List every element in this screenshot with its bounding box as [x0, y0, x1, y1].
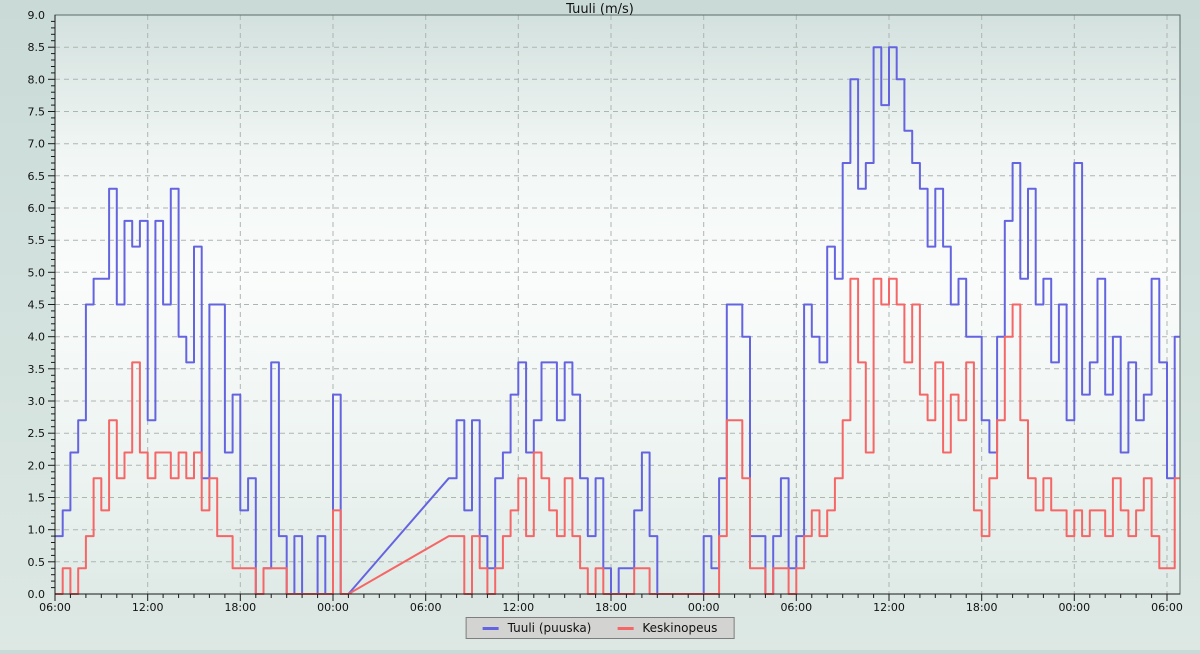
svg-text:18:00: 18:00 — [966, 601, 998, 614]
svg-text:4.0: 4.0 — [28, 331, 46, 344]
svg-text:0.0: 0.0 — [28, 588, 46, 601]
svg-text:06:00: 06:00 — [39, 601, 71, 614]
svg-text:3.5: 3.5 — [28, 363, 46, 376]
legend-label-average: Keskinopeus — [642, 621, 718, 635]
svg-text:4.5: 4.5 — [28, 299, 46, 312]
legend-item-average: Keskinopeus — [617, 621, 717, 635]
svg-text:3.0: 3.0 — [28, 395, 46, 408]
svg-text:8.5: 8.5 — [28, 41, 46, 54]
svg-text:12:00: 12:00 — [873, 601, 905, 614]
legend-item-gust: Tuuli (puuska) — [482, 621, 592, 635]
svg-text:1.5: 1.5 — [28, 492, 46, 505]
svg-text:7.0: 7.0 — [28, 138, 46, 151]
legend-swatch-average — [617, 626, 634, 630]
svg-text:9.0: 9.0 — [28, 9, 46, 22]
legend-label-gust: Tuuli (puuska) — [507, 621, 592, 635]
svg-text:7.5: 7.5 — [28, 106, 46, 119]
svg-text:18:00: 18:00 — [224, 601, 256, 614]
svg-text:6.0: 6.0 — [28, 202, 46, 215]
svg-text:8.0: 8.0 — [28, 73, 46, 86]
svg-text:00:00: 00:00 — [688, 601, 720, 614]
svg-text:06:00: 06:00 — [410, 601, 442, 614]
svg-text:2.5: 2.5 — [28, 427, 46, 440]
legend: Tuuli (puuska) Keskinopeus — [465, 617, 735, 639]
svg-text:2.0: 2.0 — [28, 459, 46, 472]
chart-title: Tuuli (m/s) — [566, 2, 634, 17]
legend-swatch-gust — [482, 626, 499, 630]
svg-text:5.0: 5.0 — [28, 266, 46, 279]
svg-text:18:00: 18:00 — [595, 601, 627, 614]
svg-text:0.5: 0.5 — [28, 556, 46, 569]
svg-text:06:00: 06:00 — [780, 601, 812, 614]
svg-text:06:00: 06:00 — [1151, 601, 1183, 614]
svg-text:12:00: 12:00 — [502, 601, 534, 614]
svg-text:12:00: 12:00 — [132, 601, 164, 614]
svg-text:5.5: 5.5 — [28, 234, 46, 247]
svg-text:6.5: 6.5 — [28, 170, 46, 183]
svg-text:1.0: 1.0 — [28, 524, 46, 537]
svg-text:00:00: 00:00 — [317, 601, 349, 614]
svg-text:00:00: 00:00 — [1058, 601, 1090, 614]
